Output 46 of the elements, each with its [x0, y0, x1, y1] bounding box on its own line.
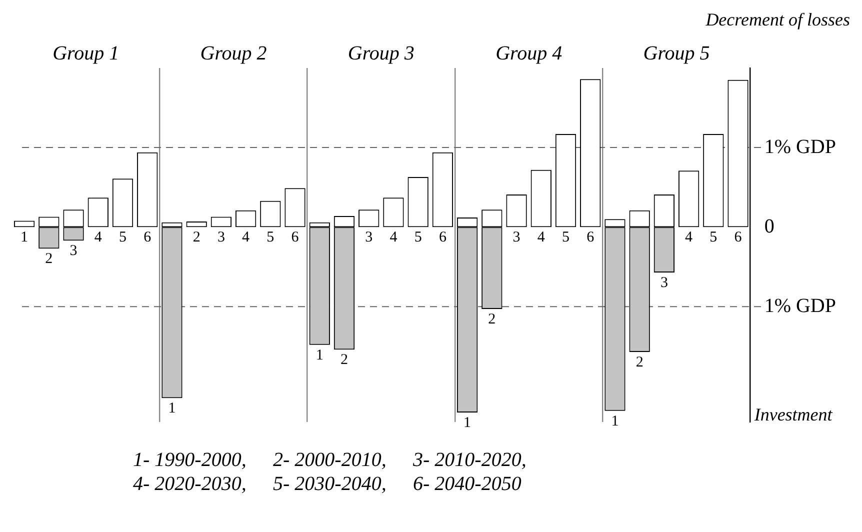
x-tick-label: 3: [660, 274, 668, 291]
x-tick-label: 1: [464, 414, 472, 431]
x-tick-label: 3: [70, 243, 78, 260]
y-tick-label: 0: [764, 215, 774, 238]
x-tick-label: 5: [710, 230, 718, 246]
text: Group 4: [496, 42, 562, 64]
x-tick-label: 5: [562, 230, 570, 246]
x-tick-label: 4: [537, 230, 546, 246]
x-tick-label: 3: [365, 230, 373, 246]
x-tick-label: 4: [94, 230, 102, 246]
text: 6- 2040-2050: [413, 472, 522, 496]
x-tick-label: 2: [192, 230, 200, 246]
x-tick-label: 1: [20, 230, 28, 246]
x-tick-label: 4: [242, 230, 250, 246]
x-tick-label: 1: [316, 347, 324, 364]
x-tick-label: 6: [438, 230, 447, 246]
x-tick-label: 3: [217, 230, 225, 246]
x-tick-label: 6: [734, 230, 742, 246]
x-tick-label: 1: [168, 400, 176, 417]
x-tick-label: 5: [414, 230, 422, 246]
x-tick-label: 6: [144, 230, 152, 246]
x-tick-label: 4: [685, 230, 694, 246]
y-axis-title: Decrement of losses: [704, 10, 850, 30]
text: Group 5: [643, 42, 710, 64]
x-tick-label: 3: [512, 230, 520, 246]
x-tick-label: 2: [636, 354, 644, 370]
y-tick-label: 1% GDP: [764, 136, 836, 158]
text: 3- 2010-2020,: [413, 448, 528, 472]
x-tick-label: 6: [586, 230, 595, 246]
x-tick-label: 6: [291, 230, 300, 246]
x-tick-label: 2: [340, 352, 348, 368]
x-tick-label: 4: [390, 230, 398, 246]
text: Group 1: [52, 42, 120, 64]
text: Group 3: [348, 42, 414, 64]
x-tick-label: 5: [119, 230, 126, 246]
x-tick-label: 5: [266, 230, 274, 246]
annotation: Investment: [753, 404, 834, 425]
text: 1- 1990-2000,: [133, 448, 248, 472]
x-tick-label: 1: [611, 413, 619, 430]
text: 4- 2020-2030,: [133, 472, 248, 496]
text: Group 2: [200, 42, 267, 64]
x-tick-label: 2: [488, 311, 496, 328]
x-tick-label: 2: [45, 251, 53, 268]
text: 5- 2030-2040,: [273, 472, 388, 496]
text: 2- 2000-2010,: [273, 448, 388, 472]
y-tick-label: 1% GDP: [764, 294, 836, 317]
